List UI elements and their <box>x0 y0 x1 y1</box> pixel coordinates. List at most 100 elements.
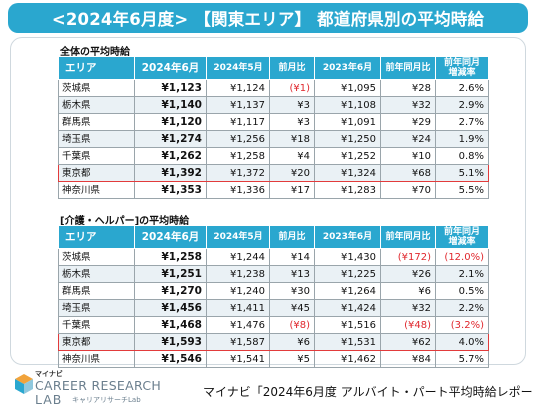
table-row: 東京都 ¥1,593 ¥1,587 ¥6 ¥1,531 ¥62 4.0% <box>58 333 489 351</box>
table-row: 茨城県 ¥1,258 ¥1,244 ¥14 ¥1,430 (¥172) (12.0%) <box>58 248 489 266</box>
cell-mom: ¥5 <box>269 350 315 368</box>
column-header: 前年同月比 <box>380 225 436 249</box>
table-row: 東京都 ¥1,392 ¥1,372 ¥20 ¥1,324 ¥68 5.1% <box>58 164 489 182</box>
cell-rate: 2.1% <box>435 265 489 283</box>
cell-jun24: ¥1,274 <box>134 130 207 148</box>
cell-rate: 2.7% <box>435 113 489 131</box>
cell-may24: ¥1,238 <box>206 265 270 283</box>
cell-pref: 栃木県 <box>58 96 135 114</box>
cell-may24: ¥1,336 <box>206 181 270 199</box>
cell-yoy: (¥48) <box>380 316 436 334</box>
cell-mom: ¥18 <box>269 130 315 148</box>
cell-jun24: ¥1,468 <box>134 316 207 334</box>
column-header: 前年同月比 <box>380 56 436 80</box>
cell-mom: ¥17 <box>269 181 315 199</box>
cell-may24: ¥1,244 <box>206 248 270 266</box>
column-header: 前年同月 増減率 <box>435 56 489 80</box>
table-row: 埼玉県 ¥1,456 ¥1,411 ¥45 ¥1,424 ¥32 2.2% <box>58 299 489 317</box>
column-header: 前年同月 増減率 <box>435 225 489 249</box>
table-row: 栃木県 ¥1,251 ¥1,238 ¥13 ¥1,225 ¥26 2.1% <box>58 265 489 283</box>
cell-jun23: ¥1,108 <box>314 96 381 114</box>
column-header: 前月比 <box>269 225 315 249</box>
cell-pref: 東京都 <box>58 164 135 182</box>
cell-mom: ¥20 <box>269 164 315 182</box>
logo-subtitle: キャリアリサーチLab <box>72 396 141 404</box>
cell-may24: ¥1,372 <box>206 164 270 182</box>
cell-jun23: ¥1,264 <box>314 282 381 300</box>
cell-pref: 神奈川県 <box>58 181 135 199</box>
cell-jun24: ¥1,353 <box>134 181 207 199</box>
cell-may24: ¥1,117 <box>206 113 270 131</box>
cell-pref: 神奈川県 <box>58 350 135 368</box>
cell-mom: ¥3 <box>269 113 315 131</box>
cell-mom: ¥6 <box>269 333 315 351</box>
cell-yoy: ¥28 <box>380 79 436 97</box>
cube-logo-icon <box>15 374 33 394</box>
cell-pref: 茨城県 <box>58 248 135 266</box>
cell-may24: ¥1,411 <box>206 299 270 317</box>
cell-jun24: ¥1,270 <box>134 282 207 300</box>
cell-jun23: ¥1,462 <box>314 350 381 368</box>
cell-pref: 茨城県 <box>58 79 135 97</box>
cell-mom: ¥13 <box>269 265 315 283</box>
cell-mom: (¥1) <box>269 79 315 97</box>
cell-yoy: ¥24 <box>380 130 436 148</box>
cell-pref: 千葉県 <box>58 147 135 165</box>
cell-jun23: ¥1,516 <box>314 316 381 334</box>
cell-rate: 0.5% <box>435 282 489 300</box>
cell-jun24: ¥1,593 <box>134 333 207 351</box>
cell-jun24: ¥1,140 <box>134 96 207 114</box>
cell-rate: 5.5% <box>435 181 489 199</box>
cell-pref: 栃木県 <box>58 265 135 283</box>
cell-yoy: (¥172) <box>380 248 436 266</box>
cell-pref: 千葉県 <box>58 316 135 334</box>
table-row: 群馬県 ¥1,270 ¥1,240 ¥30 ¥1,264 ¥6 0.5% <box>58 282 489 300</box>
cell-mom: ¥14 <box>269 248 315 266</box>
cell-jun23: ¥1,252 <box>314 147 381 165</box>
table-care-helper: エリア 2024年6月 2024年5月 前月比 2023年6月 前年同月比 前年同月 増減率 … <box>58 225 489 368</box>
cell-pref: 群馬県 <box>58 282 135 300</box>
table-row: 千葉県 ¥1,262 ¥1,258 ¥4 ¥1,252 ¥10 0.8% <box>58 147 489 165</box>
cell-rate: 2.6% <box>435 79 489 97</box>
cell-rate: 0.8% <box>435 147 489 165</box>
cell-rate: 2.2% <box>435 299 489 317</box>
column-header: 2024年6月 <box>134 56 207 80</box>
cell-jun23: ¥1,424 <box>314 299 381 317</box>
cell-yoy: ¥70 <box>380 181 436 199</box>
cell-pref: 埼玉県 <box>58 299 135 317</box>
cell-jun23: ¥1,250 <box>314 130 381 148</box>
cell-rate: (3.2%) <box>435 316 489 334</box>
table-header-row: エリア 2024年6月 2024年5月 前月比 2023年6月 前年同月比 前年同月 増減率 <box>58 225 489 249</box>
column-header: 前月比 <box>269 56 315 80</box>
cell-mom: ¥30 <box>269 282 315 300</box>
cell-mom: ¥4 <box>269 147 315 165</box>
column-header: エリア <box>58 225 135 249</box>
cell-jun24: ¥1,251 <box>134 265 207 283</box>
column-header: 2023年6月 <box>314 56 381 80</box>
cell-pref: 群馬県 <box>58 113 135 131</box>
page-title: <2024年6月度> 【関東エリア】 都道府県別の平均時給 <box>8 3 528 33</box>
cell-may24: ¥1,258 <box>206 147 270 165</box>
cell-mom: (¥8) <box>269 316 315 334</box>
cell-pref: 東京都 <box>58 333 135 351</box>
table-row: 栃木県 ¥1,140 ¥1,137 ¥3 ¥1,108 ¥32 2.9% <box>58 96 489 114</box>
cell-rate: (12.0%) <box>435 248 489 266</box>
cell-jun24: ¥1,123 <box>134 79 207 97</box>
cell-rate: 5.1% <box>435 164 489 182</box>
table-row: 群馬県 ¥1,120 ¥1,117 ¥3 ¥1,091 ¥29 2.7% <box>58 113 489 131</box>
cell-jun23: ¥1,095 <box>314 79 381 97</box>
cell-rate: 1.9% <box>435 130 489 148</box>
cell-jun24: ¥1,392 <box>134 164 207 182</box>
logo-line1: CAREER RESEARCH <box>35 378 162 393</box>
section-label-overall: 全体の平均時給 <box>60 47 130 58</box>
cell-may24: ¥1,476 <box>206 316 270 334</box>
table-row: 埼玉県 ¥1,274 ¥1,256 ¥18 ¥1,250 ¥24 1.9% <box>58 130 489 148</box>
cell-yoy: ¥6 <box>380 282 436 300</box>
cell-yoy: ¥32 <box>380 299 436 317</box>
cell-yoy: ¥68 <box>380 164 436 182</box>
cell-yoy: ¥84 <box>380 350 436 368</box>
logo-line2: LAB <box>35 392 63 407</box>
cell-pref: 埼玉県 <box>58 130 135 148</box>
table-row: 千葉県 ¥1,468 ¥1,476 (¥8) ¥1,516 (¥48) (3.2%) <box>58 316 489 334</box>
cell-jun23: ¥1,091 <box>314 113 381 131</box>
